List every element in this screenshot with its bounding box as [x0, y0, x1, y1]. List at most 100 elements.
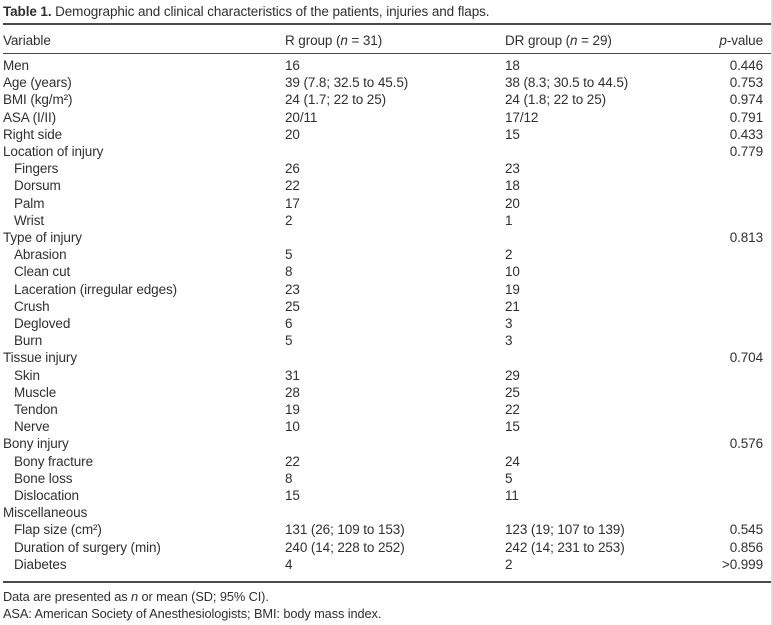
- cell-dr-group: 25: [505, 384, 520, 400]
- cell-dr-group: 38 (8.3; 30.5 to 44.5): [505, 75, 629, 91]
- footnote-data-presentation: Data are presented as n or mean (SD; 95%…: [3, 589, 269, 605]
- cell-variable: Abrasion: [14, 247, 67, 263]
- cell-variable: Fingers: [14, 161, 59, 177]
- table-row: Tendon 19 22: [3, 401, 771, 418]
- table-row: Flap size (cm²) 131 (26; 109 to 153) 123…: [3, 521, 771, 538]
- table-row: Wrist 2 1: [3, 212, 771, 229]
- cell-variable: Nerve: [14, 419, 50, 435]
- cell-variable: Skin: [14, 367, 40, 383]
- cell-p-value: 0.545: [729, 522, 763, 538]
- cell-p-value: 0.576: [729, 436, 763, 452]
- cell-r-group: 15: [285, 488, 300, 504]
- table-row: Duration of surgery (min) 240 (14; 228 t…: [3, 539, 771, 556]
- table-title-text: Demographic and clinical characteristics…: [55, 4, 490, 19]
- cell-p-value: 0.704: [729, 350, 763, 366]
- cell-dr-group: 24 (1.8; 22 to 25): [505, 92, 607, 108]
- cell-dr-group: 123 (19; 107 to 139): [505, 522, 625, 538]
- table-row: Type of injury 0.813: [3, 229, 771, 246]
- cell-r-group: 17: [285, 195, 300, 211]
- cell-p-value: 0.779: [729, 144, 763, 160]
- cell-dr-group: 5: [505, 470, 513, 486]
- table-row: Palm 17 20: [3, 195, 771, 212]
- table-row: Abrasion 5 2: [3, 246, 771, 263]
- table-row: Bony fracture 22 24: [3, 453, 771, 470]
- cell-dr-group: 19: [505, 281, 520, 297]
- table-row: Clean cut 8 10: [3, 263, 771, 280]
- table-row: ASA (I/II) 20/11 17/12 0.791: [3, 109, 771, 126]
- cell-r-group: 8: [285, 470, 293, 486]
- col-header-dr-group: DR group (n = 29): [505, 33, 612, 48]
- cell-r-group: 16: [285, 58, 300, 73]
- cell-p-value: 0.791: [729, 109, 763, 125]
- cell-dr-group: 2: [505, 247, 513, 263]
- table-row: BMI (kg/m²) 24 (1.7; 22 to 25) 24 (1.8; …: [3, 91, 771, 108]
- cell-p-value: 0.813: [729, 230, 763, 246]
- cell-variable: Diabetes: [14, 556, 67, 572]
- cell-dr-group: 15: [505, 126, 520, 142]
- cell-variable: Bony injury: [3, 436, 69, 452]
- cell-variable: Clean cut: [14, 264, 71, 280]
- table-row: Bony injury 0.576: [3, 435, 771, 452]
- cell-variable: Degloved: [14, 316, 71, 332]
- cell-variable: Wrist: [14, 212, 44, 228]
- cell-dr-group: 23: [505, 161, 520, 177]
- cell-dr-group: 20: [505, 195, 520, 211]
- cell-p-value: 0.433: [729, 126, 763, 142]
- cell-dr-group: 18: [505, 58, 520, 73]
- cell-dr-group: 24: [505, 453, 520, 469]
- cell-p-value: 0.753: [729, 75, 763, 91]
- table-row: Nerve 10 15: [3, 418, 771, 435]
- table-row: Dorsum 22 18: [3, 177, 771, 194]
- cell-r-group: 24 (1.7; 22 to 25): [285, 92, 387, 108]
- cell-r-group: 26: [285, 161, 300, 177]
- cell-variable: Right side: [3, 126, 63, 142]
- cell-p-value: 0.856: [729, 539, 763, 555]
- cell-dr-group: 17/12: [505, 109, 539, 125]
- table-row: Dislocation 15 11: [3, 487, 771, 504]
- cell-r-group: 20/11: [285, 109, 318, 125]
- cell-variable: Miscellaneous: [3, 505, 88, 521]
- cell-dr-group: 2: [505, 556, 513, 572]
- cell-r-group: 22: [285, 453, 300, 469]
- cell-p-value: 0.446: [729, 58, 763, 73]
- cell-variable: Tendon: [14, 402, 58, 418]
- cell-variable: Dorsum: [14, 178, 61, 194]
- table-body: Men 16 18 0.446 Age (years) 39 (7.8; 32.…: [3, 54, 771, 581]
- cell-variable: Location of injury: [3, 144, 104, 160]
- cell-r-group: 131 (26; 109 to 153): [285, 522, 405, 538]
- cell-r-group: 23: [285, 281, 300, 297]
- cell-dr-group: 3: [505, 316, 513, 332]
- cell-variable: Age (years): [3, 75, 72, 91]
- cell-dr-group: 18: [505, 178, 520, 194]
- col-header-r-group: R group (n = 31): [285, 33, 383, 48]
- cell-r-group: 25: [285, 298, 300, 314]
- table-row: Tissue injury 0.704: [3, 349, 771, 366]
- cell-variable: ASA (I/II): [3, 109, 57, 125]
- col-header-p-value: p-value: [719, 33, 763, 48]
- cell-variable: Dislocation: [14, 488, 79, 504]
- cell-p-value: 0.974: [729, 92, 763, 108]
- cell-r-group: 2: [285, 212, 293, 228]
- cell-r-group: 19: [285, 402, 300, 418]
- cell-dr-group: 3: [505, 333, 513, 349]
- cell-dr-group: 15: [505, 419, 520, 435]
- cell-variable: BMI (kg/m²): [3, 92, 73, 108]
- table-row: Laceration (irregular edges) 23 19: [3, 281, 771, 298]
- footnote-abbreviations: ASA: American Society of Anesthesiologis…: [3, 606, 382, 622]
- cell-r-group: 5: [285, 333, 293, 349]
- cell-r-group: 31: [285, 367, 300, 383]
- cell-dr-group: 10: [505, 264, 520, 280]
- cell-variable: Type of injury: [3, 230, 82, 246]
- table-row: Location of injury 0.779: [3, 143, 771, 160]
- col-header-variable: Variable: [3, 33, 51, 48]
- cell-dr-group: 11: [505, 488, 519, 504]
- cell-variable: Laceration (irregular edges): [14, 281, 178, 297]
- cell-r-group: 22: [285, 178, 300, 194]
- table-row: Muscle 28 25: [3, 384, 771, 401]
- table-row: Burn 5 3: [3, 332, 771, 349]
- table-row: Crush 25 21: [3, 298, 771, 315]
- cell-p-value: >0.999: [721, 556, 763, 572]
- cell-variable: Men: [3, 58, 29, 73]
- cell-r-group: 39 (7.8; 32.5 to 45.5): [285, 75, 409, 91]
